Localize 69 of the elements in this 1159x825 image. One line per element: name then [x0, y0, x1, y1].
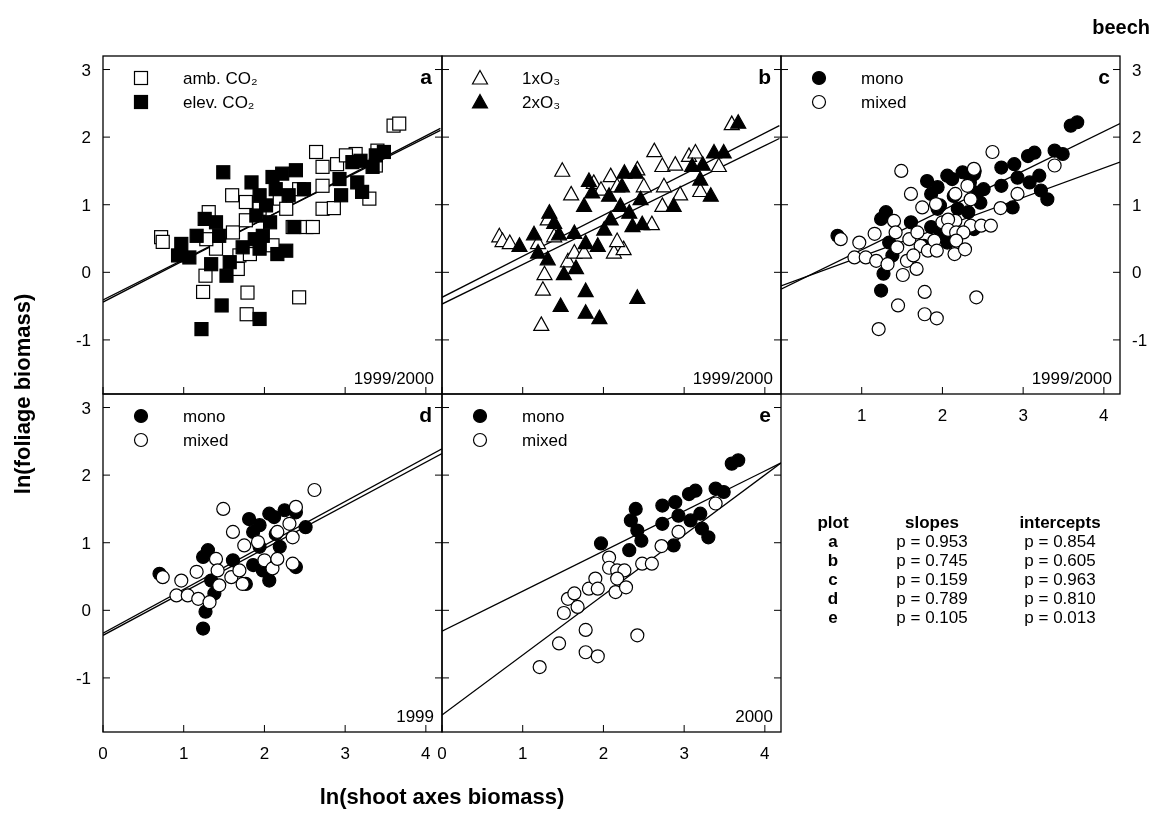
text: p = 0.953 — [896, 532, 968, 551]
text: p = 0.013 — [1024, 608, 1096, 627]
annotation: 1999/2000 — [1031, 369, 1112, 388]
text: p = 0.745 — [896, 551, 968, 570]
y-tick-label: 2 — [81, 128, 91, 148]
annotation: e — [759, 403, 771, 426]
x-tick-label: 4 — [760, 744, 770, 763]
x-tick-label: 1 — [517, 744, 528, 763]
chart-title: beech — [1092, 16, 1150, 38]
annotation: a — [420, 65, 433, 88]
x-tick-label: 4 — [1099, 406, 1109, 425]
legend-label: 2xO₃ — [522, 93, 561, 112]
x-tick-label: 1 — [856, 406, 867, 425]
legend-label: mixed — [183, 431, 229, 450]
legend-label: amb. CO₂ — [183, 69, 258, 88]
annotation: 1999 — [396, 707, 434, 726]
x-tick-label: 2 — [598, 744, 609, 763]
y-tick-label: 3 — [81, 60, 91, 80]
text: p = 0.105 — [896, 608, 968, 627]
x-tick-label: 0 — [437, 744, 447, 763]
x-tick-label: 2 — [937, 406, 948, 425]
annotation: b — [758, 65, 771, 88]
annotation: 1999/2000 — [692, 369, 773, 388]
y-tick-label: 2 — [81, 466, 91, 486]
text: plot — [817, 513, 849, 532]
x-tick-label: 1 — [178, 744, 189, 763]
annotation: d — [419, 403, 432, 426]
legend-label: mono — [861, 69, 904, 88]
y-tick-label: 1 — [1132, 195, 1142, 215]
y-tick-label: -1 — [1132, 330, 1148, 350]
legend-label: mixed — [861, 93, 907, 112]
text: slopes — [905, 513, 959, 532]
y-tick-label: 0 — [1132, 263, 1142, 283]
x-tick-label: 3 — [679, 744, 689, 763]
x-tick-label: 0 — [98, 744, 108, 763]
x-tick-label: 4 — [421, 744, 431, 763]
y-axis-title: ln(foliage biomass) — [10, 293, 35, 495]
text: intercepts — [1019, 513, 1101, 532]
legend-label: elev. CO₂ — [183, 93, 255, 112]
y-tick-label: 3 — [1132, 60, 1142, 80]
y-tick-label: -1 — [75, 330, 91, 350]
text: e — [828, 608, 838, 627]
x-axis-title: ln(shoot axes biomass) — [319, 784, 565, 809]
text: c — [828, 570, 838, 589]
y-tick-label: 1 — [81, 195, 91, 215]
y-tick-label: -1 — [75, 668, 91, 688]
legend-label: mono — [183, 407, 226, 426]
legend-label: 1xO₃ — [522, 69, 561, 88]
text: p = 0.963 — [1024, 570, 1096, 589]
text: d — [827, 589, 839, 608]
text: p = 0.810 — [1024, 589, 1096, 608]
y-tick-label: 0 — [81, 263, 91, 283]
legend-label: mixed — [522, 431, 568, 450]
x-tick-label: 3 — [1018, 406, 1028, 425]
annotation: 1999/2000 — [353, 369, 434, 388]
y-tick-label: 1 — [81, 533, 91, 553]
text: a — [828, 532, 839, 551]
text: p = 0.854 — [1024, 532, 1096, 551]
text: p = 0.605 — [1024, 551, 1096, 570]
legend-label: mono — [522, 407, 565, 426]
text: p = 0.789 — [896, 589, 968, 608]
x-tick-label: 3 — [340, 744, 350, 763]
annotation: 2000 — [735, 707, 773, 726]
y-tick-label: 2 — [1132, 128, 1142, 148]
text: p = 0.159 — [896, 570, 968, 589]
text: b — [827, 551, 839, 570]
y-tick-label: 0 — [81, 601, 91, 621]
x-tick-label: 2 — [259, 744, 270, 763]
annotation: c — [1098, 65, 1111, 88]
